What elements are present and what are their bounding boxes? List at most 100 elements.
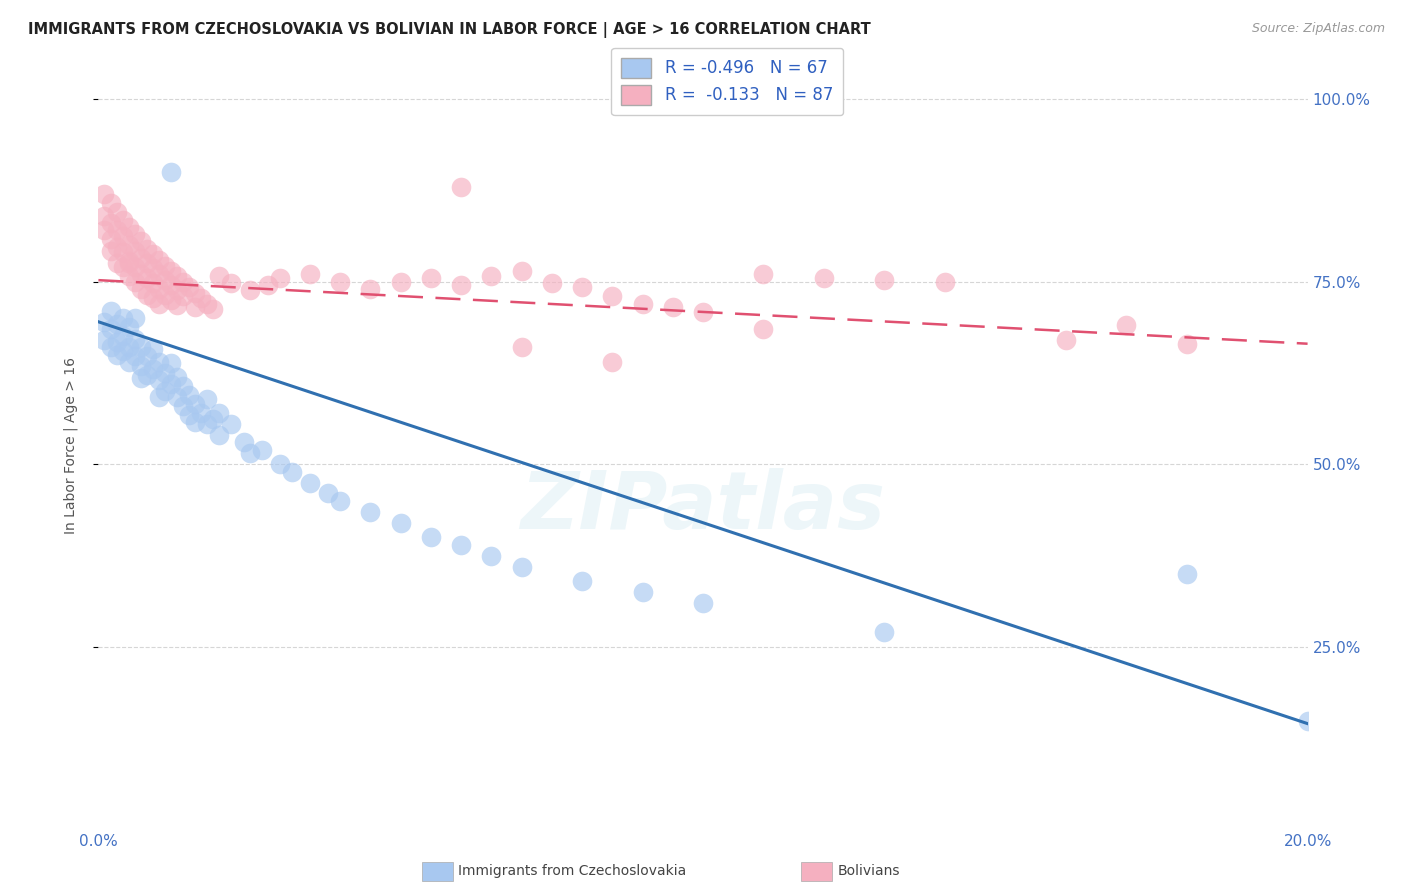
Point [105,334,128,349]
Point [105,205,128,219]
Point [602,289,624,303]
Point [571,574,593,589]
Point [135,349,157,363]
Text: Bolivians: Bolivians [838,864,900,879]
Point [124,260,146,274]
Point [510,340,533,354]
Point [166,268,188,283]
Point [160,263,183,277]
Point [100,340,122,354]
Point [239,284,262,298]
Point [148,373,170,387]
Point [172,379,194,393]
Point [1175,566,1198,581]
Point [195,392,218,406]
Point [184,415,207,429]
Point [148,355,170,369]
Point [142,342,165,356]
Point [250,442,273,457]
Point [813,271,835,285]
Point [208,428,231,442]
Point [281,465,304,479]
Point [160,376,183,391]
Point [118,219,141,234]
Point [172,399,194,413]
Point [135,287,157,301]
Point [208,268,231,283]
Point [202,302,225,317]
Point [420,530,443,544]
Point [172,275,194,289]
Point [184,285,207,300]
Point [179,388,201,402]
Point [692,305,714,319]
Point [752,322,775,336]
Point [202,412,225,426]
Point [1054,333,1077,347]
Point [124,244,146,258]
Point [232,435,254,450]
Point [329,493,352,508]
Point [129,340,152,354]
Point [100,303,122,318]
Point [360,505,382,519]
Point [100,195,122,210]
Point [1175,336,1198,351]
Point [105,348,128,362]
Point [118,355,141,369]
Point [160,165,183,179]
Point [93,223,115,237]
Point [239,446,262,460]
Point [631,296,654,310]
Point [142,276,165,290]
Point [100,322,122,336]
Point [481,268,503,283]
Point [510,559,533,574]
Point [142,261,165,276]
Point [450,538,472,552]
Point [111,329,134,343]
Point [118,254,141,268]
Point [389,516,412,530]
Point [135,256,157,270]
Point [118,256,141,270]
Point [190,406,212,420]
Text: Source: ZipAtlas.com: Source: ZipAtlas.com [1251,22,1385,36]
Point [100,216,122,230]
Point [1296,714,1319,729]
Point [111,229,134,244]
Point [873,625,896,640]
Point [160,293,183,307]
Point [93,333,115,347]
Point [111,212,134,227]
Text: Immigrants from Czechoslovakia: Immigrants from Czechoslovakia [458,864,686,879]
Point [166,298,188,312]
Text: IMMIGRANTS FROM CZECHOSLOVAKIA VS BOLIVIAN IN LABOR FORCE | AGE > 16 CORRELATION: IMMIGRANTS FROM CZECHOSLOVAKIA VS BOLIVI… [28,22,870,38]
Point [111,245,134,260]
Point [118,319,141,334]
Y-axis label: In Labor Force | Age > 16: In Labor Force | Age > 16 [63,358,77,534]
Point [481,549,503,563]
Point [269,457,291,471]
Point [100,232,122,246]
Point [129,252,152,266]
Text: ZIPatlas: ZIPatlas [520,468,886,547]
Point [118,238,141,252]
Point [299,268,322,282]
Point [540,276,562,290]
Point [129,282,152,296]
Point [153,384,176,399]
Point [1115,318,1137,333]
Point [142,362,165,376]
Point [111,344,134,359]
Point [135,368,157,383]
Point [873,273,896,287]
Point [142,247,165,261]
Point [256,278,278,293]
Point [661,300,683,314]
Point [184,300,207,314]
Point [389,275,412,289]
Point [934,275,956,289]
Point [316,486,339,500]
Point [153,287,176,301]
